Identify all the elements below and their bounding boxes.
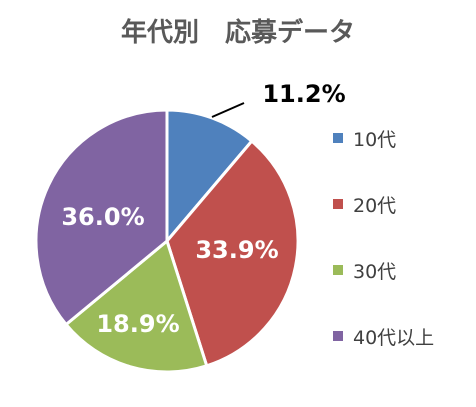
legend-swatch: [333, 331, 343, 341]
leader-lines: [211, 102, 245, 118]
legend-label: 30代: [353, 260, 397, 283]
legend-label: 40代以上: [353, 326, 435, 349]
pie-slice-1: [165, 108, 254, 243]
data-label-4: 36.0%: [61, 203, 144, 231]
pie-slice-3: [64, 239, 209, 374]
pie-slice-2: [165, 139, 300, 368]
chart-title: 年代別 応募データ: [120, 18, 355, 48]
data-label-1: 11.2%: [262, 80, 345, 108]
legend-swatch: [333, 133, 343, 143]
legend-item: 10代: [333, 126, 397, 151]
leader-line-1: [211, 102, 245, 118]
legend-item: 40代以上: [333, 324, 435, 349]
legend-swatch: [333, 265, 343, 275]
pie-slices: [34, 108, 300, 374]
data-labels: 11.2% 33.9% 18.9% 36.0%: [61, 80, 345, 338]
legend-item: 20代: [333, 192, 397, 217]
data-label-3: 18.9%: [96, 310, 179, 338]
legend-swatch: [333, 199, 343, 209]
pie-slice-4: [34, 108, 169, 326]
legend-label: 20代: [353, 194, 397, 217]
legend-item: 30代: [333, 258, 397, 283]
legend-label: 10代: [353, 128, 397, 151]
data-label-2: 33.9%: [195, 236, 278, 264]
